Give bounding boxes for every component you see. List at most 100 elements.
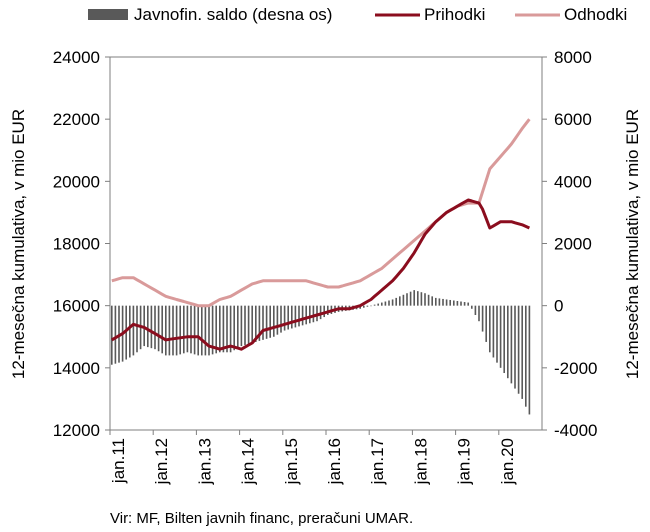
x-tick-label: jan.20 [498,438,517,485]
saldo-bar [125,305,128,360]
saldo-bar [280,305,282,333]
x-tick-label: jan.11 [109,438,128,484]
saldo-bar [258,305,261,341]
plot-frame [109,56,543,431]
saldo-bar [298,305,300,327]
x-tick-label: jan.15 [282,438,301,485]
saldo-bar [499,305,502,368]
saldo-bar [276,305,279,335]
prihodki-line [111,198,531,351]
saldo-bar [521,305,524,399]
saldo-bar [186,305,189,353]
saldo-bar [438,298,441,306]
saldo-bar [150,305,153,349]
saldo-bar [136,305,138,353]
saldo-bar [283,305,286,331]
saldo-bar [172,305,174,356]
saldo-bar [316,305,318,322]
saldo-bar [146,305,149,348]
saldo-bar [157,305,160,352]
y-left-axis-title: 12-mesečna kumulativa, v mio EUR [9,109,28,379]
x-tick-label: jan.16 [325,438,344,485]
saldo-bar [287,305,290,330]
saldo-bar [506,305,509,379]
saldo-bar [110,305,113,365]
legend-swatch-saldo [88,9,128,20]
saldo-bar [326,305,329,315]
saldo-bar [514,305,516,389]
y-left-tick-label: 24000 [53,48,100,67]
saldo-bar [488,305,491,353]
saldo-bar [312,305,315,323]
saldo-bar [517,305,520,394]
saldo-bar [442,298,444,306]
saldo-bar [208,305,210,356]
y-left-tick-label: 14000 [53,359,100,378]
x-tick-label: jan.13 [195,438,214,485]
y-right-tick-label: 2000 [554,235,592,254]
saldo-bar [132,305,135,356]
saldo-bar [233,305,236,351]
y-right-ticks: -4000 -2000 0 2000 4000 6000 8000 [542,48,597,440]
saldo-bar [402,294,405,306]
saldo-bar [445,299,448,306]
saldo-bar [211,305,214,355]
y-right-tick-label: 6000 [554,110,592,129]
saldo-bar [463,302,466,306]
saldo-bar [269,305,272,338]
saldo-bar [305,305,308,325]
saldo-bar [168,305,171,356]
saldo-bar [496,305,498,363]
saldo-bar [416,291,419,306]
saldo-bar [485,305,488,342]
saldo-bar [391,299,394,306]
odhodki-line [111,118,531,308]
saldo-bar [449,299,452,306]
saldo-bar [380,302,383,306]
y-left-tick-label: 18000 [53,235,100,254]
saldo-bar [128,305,131,358]
x-tick-label: jan.12 [152,438,171,485]
saldo-bar [452,300,455,306]
y-right-tick-label: -2000 [554,359,597,378]
saldo-bar [236,305,239,349]
legend-label-prihodki: Prihodki [424,5,485,24]
saldo-bar [431,296,434,306]
saldo-bar [251,305,254,343]
line-series [111,118,531,351]
y-right-tick-label: 4000 [554,172,592,191]
saldo-bar [272,305,275,337]
y-left-tick-label: 16000 [53,297,100,316]
saldo-bar [424,293,426,306]
saldo-bar [301,305,304,326]
x-tick-label: jan.19 [455,438,474,485]
saldo-bar [427,294,430,306]
saldo-bar [265,305,268,339]
saldo-bar [478,305,480,322]
saldo-bar [175,305,178,356]
saldo-bar [182,305,185,354]
legend-label-odhodki: Odhodki [564,5,627,24]
saldo-bar [395,297,398,306]
saldo-bar [164,305,167,356]
saldo-bar [222,305,225,353]
y-left-tick-label: 12000 [53,421,100,440]
legend-label-saldo: Javnofin. saldo (desna os) [134,5,332,24]
saldo-bar [388,300,390,306]
saldo-bar [226,305,228,353]
saldo-bar [510,305,513,384]
saldo-bar [179,305,182,355]
y-left-tick-label: 22000 [53,110,100,129]
saldo-bar [200,305,203,356]
saldo-bar [528,305,531,415]
saldo-bar [434,297,437,306]
x-tick-label: jan.17 [368,438,387,485]
x-ticks: jan.11 jan.12 jan.13 jan.14 jan.15 jan.16 jan.… [109,430,517,485]
source-note: Vir: MF, Bilten javnih financ, preračuni… [110,510,413,527]
saldo-bar [503,305,506,374]
legend: Javnofin. saldo (desna os) Prihodki Odho… [88,5,627,24]
saldo-bar [294,305,297,328]
saldo-bar [197,305,200,356]
saldo-bar [524,305,527,407]
